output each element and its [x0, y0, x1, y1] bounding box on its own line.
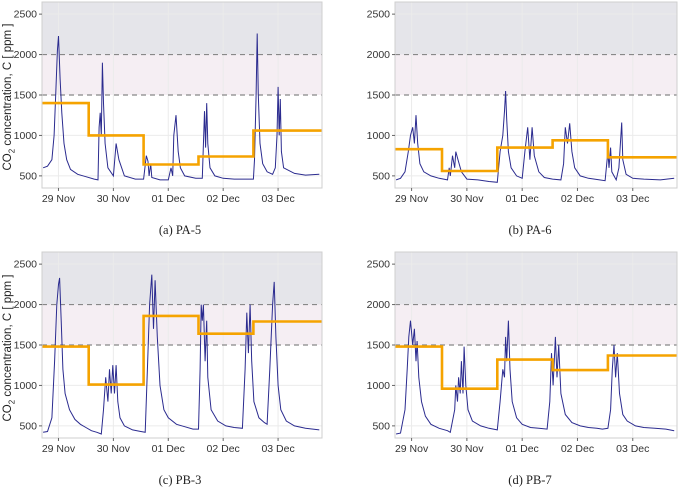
panel-pa5: 500 1000 1500 2000 2500 29 Nov 30 Nov 01 Dec 02 … — [14, 1, 323, 205]
x-tick-label: 01 Dec — [506, 443, 539, 455]
y-tick-label: 2500 — [367, 259, 391, 271]
y-tick-label: 1000 — [14, 130, 38, 142]
series-daily-average-pa5 — [42, 101, 322, 166]
series-daily-average-pa6 — [395, 139, 677, 173]
x-tick-label: 02 Dec — [207, 443, 240, 455]
series-co2-pb3 — [43, 274, 320, 435]
y-axis-label-prefix: CO — [2, 404, 14, 422]
x-tick-label: 29 Nov — [395, 193, 429, 205]
x-tick-label: 01 Dec — [152, 193, 185, 205]
series-co2-pa6 — [395, 90, 675, 183]
x-tick-label: 30 Nov — [97, 443, 131, 455]
y-tick-label: 1500 — [14, 340, 38, 352]
y-tick-label: 1000 — [367, 380, 391, 392]
series-co2-pa5 — [42, 33, 320, 181]
y-axis-label-bottom: CO2 concentration, C [ ppm ] — [2, 228, 22, 468]
y-tick-label: 2000 — [14, 299, 38, 311]
y-axis-label-suffix: concentration, C [ ppm ] — [2, 23, 14, 149]
panel-pb3: 500 1000 1500 2000 2500 29 Nov 30 Nov 01 Dec 02 … — [14, 251, 323, 455]
zone-above-2000 — [395, 2, 677, 55]
y-tick-label: 500 — [372, 420, 390, 432]
y-axis-label-subscript: 2 — [7, 399, 17, 405]
x-tick-label: 02 Dec — [561, 193, 594, 205]
y-tick-label: 2000 — [367, 299, 391, 311]
y-tick-label: 2000 — [367, 49, 391, 61]
panel-pb7: 500 1000 1500 2000 2500 29 Nov 30 Nov 01 Dec 02 … — [367, 251, 678, 455]
x-tick-label: 30 Nov — [450, 193, 484, 205]
y-tick-label: 1500 — [367, 340, 391, 352]
caption-pb7: (d) PB-7 — [508, 473, 552, 487]
caption-pa5: (a) PA-5 — [158, 223, 202, 237]
series-daily-average-pb7 — [395, 345, 677, 390]
y-tick-label: 2000 — [14, 49, 38, 61]
zone-above-2000 — [42, 2, 322, 55]
y-axis-label-suffix: concentration, C [ ppm ] — [2, 274, 14, 400]
y-tick-label: 1000 — [14, 380, 38, 392]
x-tick-label: 29 Nov — [42, 443, 76, 455]
y-tick-label: 500 — [19, 170, 37, 182]
y-tick-label: 2500 — [367, 9, 391, 21]
panel-pa6: 500 1000 1500 2000 2500 29 Nov 30 Nov 01 Dec 02 … — [367, 1, 678, 205]
caption-pb3: (c) PB-3 — [158, 473, 202, 487]
zone-1500-2000 — [395, 54, 677, 95]
x-tick-label: 30 Nov — [97, 193, 131, 205]
zone-1500-2000 — [395, 304, 677, 345]
y-axis-label-prefix: CO — [2, 153, 14, 171]
y-axis-label-top: CO2 concentration, C [ ppm ] — [2, 0, 22, 217]
y-tick-label: 2500 — [14, 9, 38, 21]
zone-1500-2000 — [42, 304, 322, 345]
y-axis-label-subscript: 2 — [7, 148, 17, 154]
y-tick-label: 500 — [372, 170, 390, 182]
x-tick-label: 02 Dec — [561, 443, 594, 455]
x-tick-label: 03 Dec — [616, 193, 649, 205]
x-tick-label: 02 Dec — [207, 193, 240, 205]
x-tick-label: 03 Dec — [261, 443, 294, 455]
y-tick-label: 2500 — [14, 259, 38, 271]
x-tick-label: 03 Dec — [261, 193, 294, 205]
zone-above-2000 — [42, 252, 322, 305]
series-co2-pb7 — [395, 320, 675, 435]
zone-1500-2000 — [42, 54, 322, 95]
zone-above-2000 — [395, 252, 677, 305]
y-tick-label: 1500 — [367, 90, 391, 102]
x-tick-label: 01 Dec — [506, 193, 539, 205]
y-tick-label: 500 — [19, 420, 37, 432]
x-tick-label: 03 Dec — [616, 443, 649, 455]
x-tick-label: 29 Nov — [395, 443, 429, 455]
series-daily-average-pb3 — [42, 314, 322, 386]
x-tick-label: 29 Nov — [42, 193, 76, 205]
y-tick-label: 1000 — [367, 130, 391, 142]
x-tick-label: 01 Dec — [152, 443, 185, 455]
caption-pa6: (b) PA-6 — [508, 223, 552, 237]
y-tick-label: 1500 — [14, 90, 38, 102]
x-tick-label: 30 Nov — [450, 443, 484, 455]
